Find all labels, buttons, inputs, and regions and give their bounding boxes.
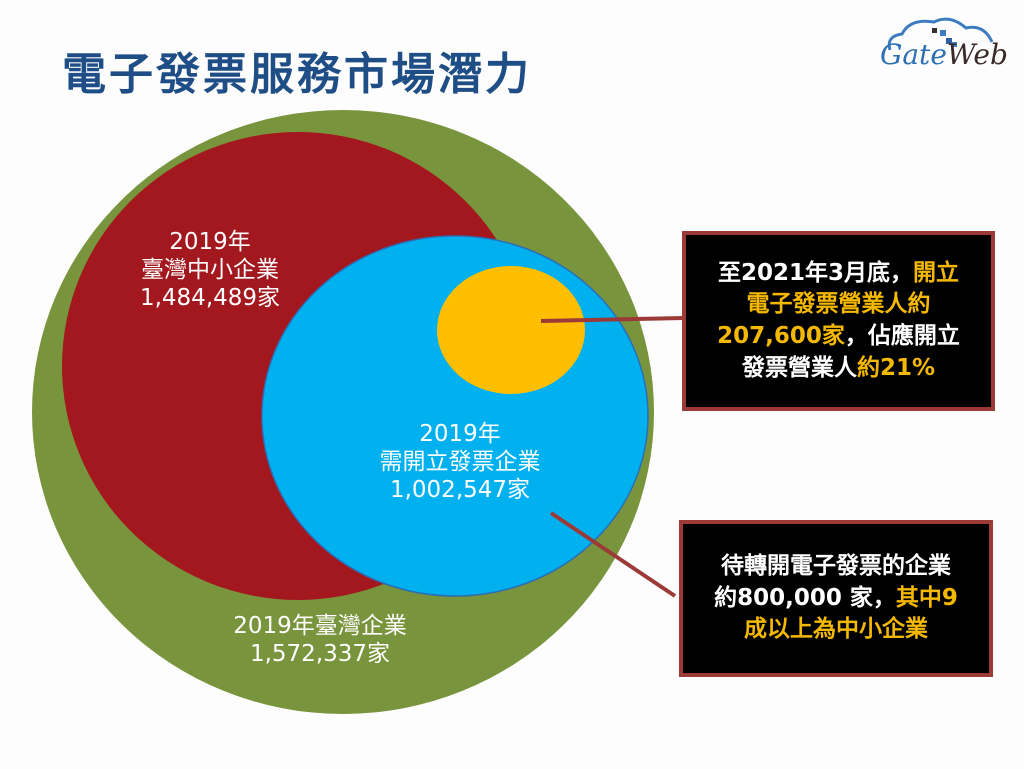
- cloud-icon: [887, 17, 994, 51]
- label-all-enterprises: 2019年臺灣企業 1,572,337家: [233, 613, 407, 668]
- gateweb-logo: GateWeb: [872, 14, 1012, 74]
- callout-pending-conversion: 待轉開電子發票的企業 約800,000 家，其中9 成以上為中小企業: [679, 520, 993, 677]
- page-title: 電子發票服務市場潛力: [62, 49, 532, 100]
- connector-bottom: [549, 511, 677, 598]
- callout-einvoice-issuers: 至2021年3月底，開立 電子發票營業人約 207,600家，佔應開立 發票營業…: [682, 231, 995, 411]
- label-invoice-required: 2019年 需開立發票企業 1,002,547家: [379, 421, 541, 504]
- connector-top: [540, 316, 685, 323]
- logo-text: GateWeb: [880, 38, 1008, 71]
- circle-einvoice-issuers: [437, 266, 585, 394]
- label-sme: 2019年 臺灣中小企業 1,484,489家: [139, 229, 281, 312]
